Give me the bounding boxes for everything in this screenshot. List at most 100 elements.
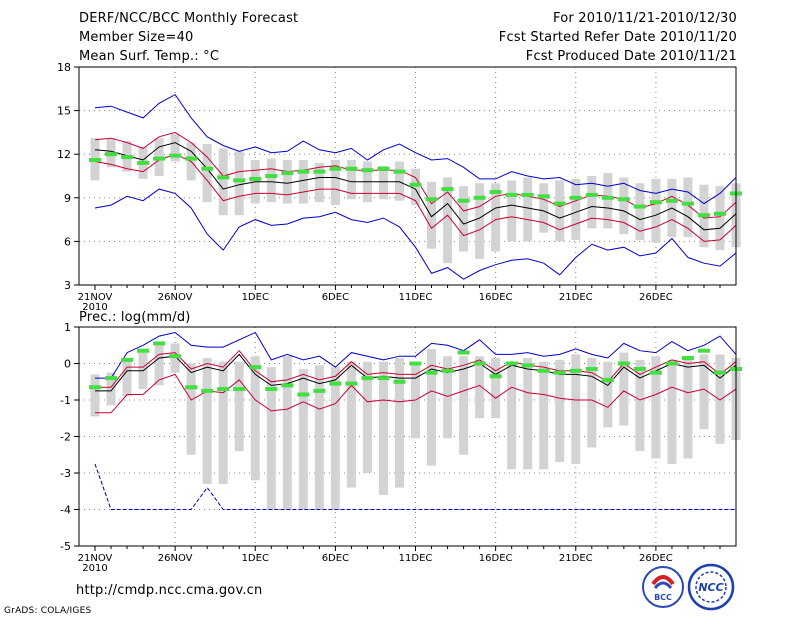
precipitation-median-mark [681,356,694,361]
grads-credit: GrADS: COLA/IGES [4,606,92,616]
temperature-frame [78,66,737,286]
precipitation-y-tick-label: -3 [60,467,71,480]
precipitation-upper-line [95,349,737,388]
precipitation-median-mark [377,376,390,381]
temperature-median-mark [329,166,342,171]
temperature-median-mark [505,192,518,197]
precipitation-x-tick-label: 6DEC [322,553,349,564]
precipitation-y-tick-label: 0 [64,358,71,371]
precipitation-x-tick-label: 21DEC [559,553,593,564]
precipitation-median-mark [649,370,662,375]
temperature-median-mark [233,178,246,183]
precipitation-min-line [94,463,736,510]
temperature-median-mark [105,152,118,157]
temperature-median-mark [521,192,534,197]
precipitation-x-tick-label: 26NOV [158,553,193,564]
temperature-x-tick-label: 6DEC [322,292,349,303]
temperature-box [619,177,629,235]
temperature-median-mark [665,198,678,203]
precipitation-median-mark [169,354,182,359]
precipitation-box [218,361,228,484]
precipitation-median-mark [153,341,166,346]
temperature-median-mark [281,171,294,176]
precipitation-box [90,374,100,417]
precipitation-mean-line [95,353,737,392]
temperature-upper-line [94,131,737,219]
precipitation-median-mark [233,387,246,392]
precipitation-box [154,345,164,386]
precipitation-box [683,358,693,459]
precipitation-x-tick-label: 16DEC [479,553,513,564]
source-url[interactable]: http://cmdp.ncc.cma.gov.cn [76,583,263,598]
temperature-median-mark [153,156,166,161]
chart-title: DERF/NCC/BCC Monthly Forecast [79,11,299,26]
precipitation-x-tick-label: 21NOV [78,553,113,564]
precipitation-box [715,354,725,444]
precipitation-median-mark [185,385,198,390]
temperature-box [394,161,404,201]
precipitation-median-mark [457,350,470,355]
precipitation-box [234,361,244,452]
temperature-median-mark [585,192,598,197]
temperature-box [475,183,485,259]
precipitation-box [491,358,501,419]
precipitation-median-mark [569,368,582,373]
precipitation-median-mark [249,365,262,370]
precipitation-median-mark [313,388,326,393]
precipitation-box [651,356,661,459]
forecast-produced-date: Fcst Produced Date 2010/11/21 [525,49,737,64]
precipitation-median-mark [473,361,486,366]
temperature-box [346,160,356,200]
precipitation-y-tick-label: -4 [60,504,71,517]
forecast-started-date: Fcst Started Refer Date 2010/11/20 [498,30,737,45]
temperature-box [523,177,533,242]
precipitation-y-tick-label: -1 [60,394,71,407]
temperature-box [411,168,421,206]
temperature-x-tick-label: 1DEC [242,292,269,303]
temperature-x-tick-label: 26DEC [639,292,673,303]
precipitation-box [282,356,292,510]
precipitation-median-mark [665,361,678,366]
temperature-lower-line [94,153,737,242]
precipitation-box [555,359,565,463]
temperature-max-line [94,93,737,205]
temperature-median-mark [441,187,454,192]
temperature-median-mark [121,155,134,160]
temperature-x-tick-label: 21NOV [78,292,113,303]
precipitation-box [186,363,196,455]
temperature-median-mark [217,175,230,180]
precipitation-box [475,356,485,419]
precipitation-box [427,348,437,466]
temperature-median-mark [313,169,326,174]
precipitation-y-tick-label: 1 [64,321,71,334]
temperature-box [266,158,276,203]
temperature-median-mark [425,197,438,202]
precipitation-y-tick-label: -2 [60,431,71,444]
temperature-box [378,165,388,200]
precipitation-max-line [95,331,737,379]
temperature-y-tick-label: 12 [57,148,71,161]
temperature-median-mark [681,201,694,206]
temperature-box [555,180,565,242]
temperature-median-mark [345,166,358,171]
temperature-box [683,177,693,238]
precipitation-median-mark [121,357,134,362]
temperature-median-mark [361,168,374,173]
precipitation-box [667,359,677,464]
precipitation-x-tick-label: 1DEC [242,553,269,564]
precipitation-median-mark [425,370,438,375]
precipitation-label: Prec.: log(mm/d) [79,310,191,325]
precipitation-lower-line [95,373,737,414]
precipitation-median-mark [601,377,614,382]
precipitation-median-mark [714,370,726,375]
precipitation-median-mark [633,366,646,371]
temperature-median-mark [617,197,630,202]
temperature-box [330,160,340,206]
precipitation-box [378,361,388,495]
bcc-logo-icon: BCC [642,566,684,608]
temperature-x-year-label: 2010 [82,302,107,313]
bcc-logo-text: BCC [654,593,672,602]
forecast-period: For 2010/11/21-2010/12/30 [553,11,737,26]
ncc-logo-text: NCC [698,581,723,594]
temperature-box [170,133,180,162]
